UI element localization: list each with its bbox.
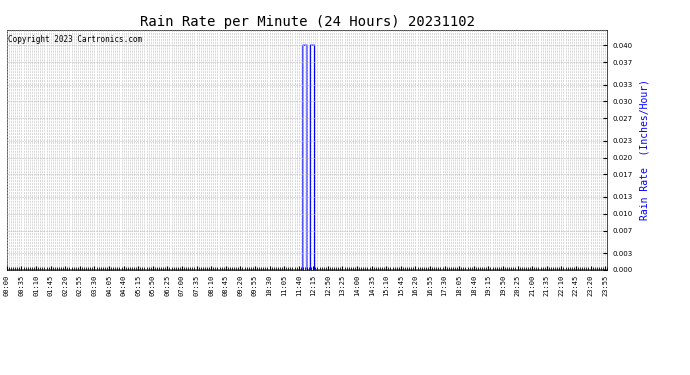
Text: Copyright 2023 Cartronics.com: Copyright 2023 Cartronics.com bbox=[8, 35, 142, 44]
Title: Rain Rate per Minute (24 Hours) 20231102: Rain Rate per Minute (24 Hours) 20231102 bbox=[139, 15, 475, 29]
Y-axis label: Rain Rate  (Inches/Hour): Rain Rate (Inches/Hour) bbox=[639, 80, 649, 220]
